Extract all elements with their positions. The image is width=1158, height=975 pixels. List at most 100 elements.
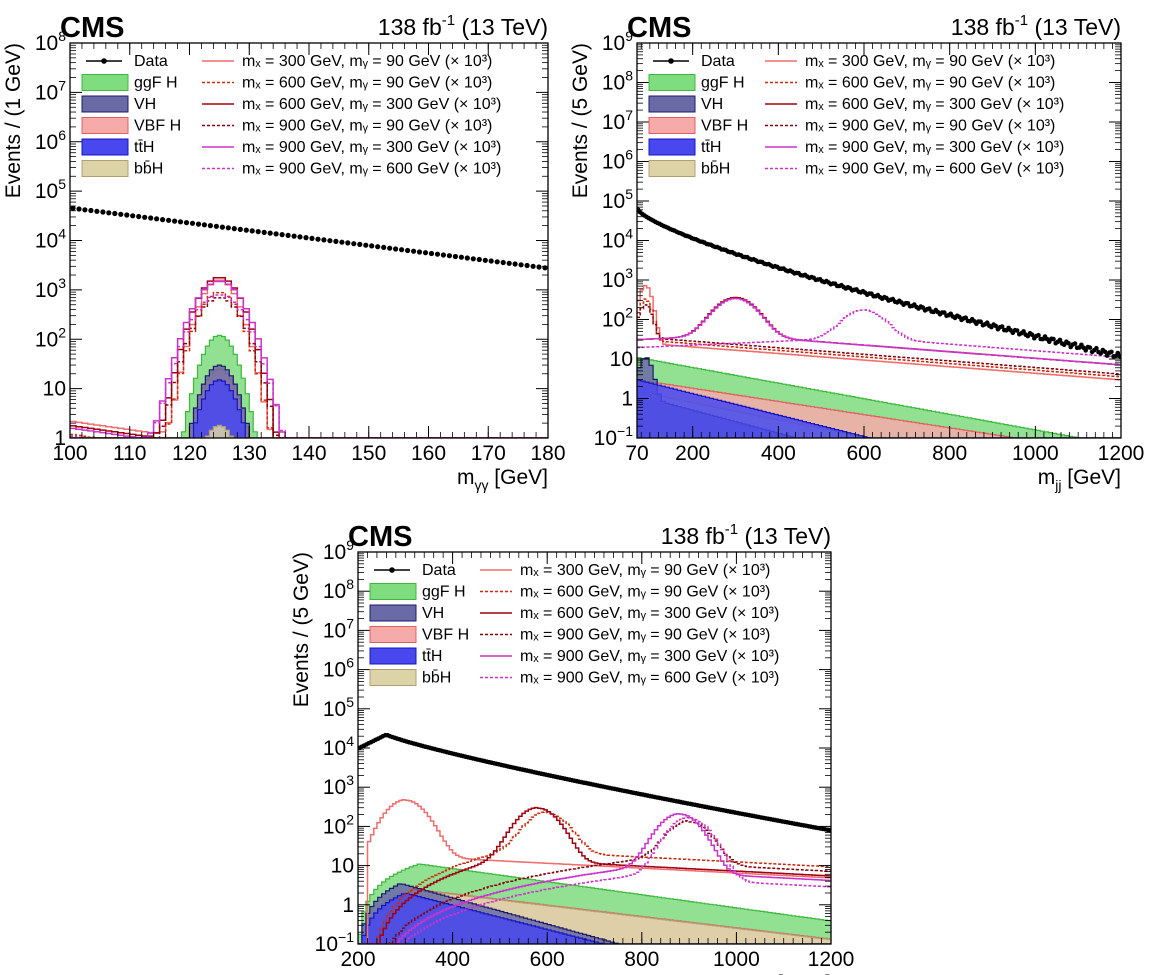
y-tick-base: 10 — [602, 309, 625, 332]
legend-signal-label: mₓ = 300 GeV, mᵧ = 90 GeV (× 10³) — [242, 53, 492, 70]
data-point — [118, 211, 124, 217]
bg-tth-area — [637, 380, 1121, 438]
x-tick-label: 1000 — [1012, 442, 1059, 465]
data-point — [207, 223, 213, 229]
legend-label: VBF H — [701, 118, 748, 135]
data-point — [1029, 332, 1035, 338]
x-tick-label: 150 — [351, 442, 386, 465]
legend-signal-label: mₓ = 600 GeV, mᵧ = 300 GeV (× 10³) — [805, 96, 1064, 113]
y-tick-label: 104 — [602, 226, 633, 253]
x-axis-label-sub: jj — [1054, 477, 1061, 493]
legend-signal-label: mₓ = 600 GeV, mᵧ = 90 GeV (× 10³) — [805, 75, 1055, 92]
data-point — [993, 323, 998, 329]
data-point — [237, 226, 243, 232]
bg-ggfh-area-edge — [637, 357, 1121, 438]
data-point — [177, 219, 184, 225]
legend-swatch — [81, 160, 129, 177]
data-point — [476, 256, 482, 263]
legend-label: VBF H — [422, 627, 469, 644]
data-point — [124, 212, 130, 218]
x-tick-label: 130 — [232, 442, 267, 465]
signal-mx900-my90 — [637, 304, 1121, 375]
legend-data-marker — [668, 58, 674, 64]
data-point — [100, 209, 106, 215]
data-point — [249, 228, 255, 234]
y-tick-base: 10 — [35, 131, 58, 154]
data-point — [369, 243, 375, 249]
y-tick-exponent: 2 — [58, 324, 66, 340]
legend-signal-label: mₓ = 600 GeV, mᵧ = 300 GeV (× 10³) — [242, 96, 501, 113]
y-tick-exponent: −1 — [617, 423, 633, 439]
legend-label: VH — [701, 96, 723, 113]
y-tick-label: 106 — [35, 127, 66, 154]
data-point — [213, 223, 219, 229]
x-tick-label: 140 — [291, 442, 326, 465]
data-point — [219, 224, 225, 230]
y-tick-base: 10 — [323, 580, 346, 603]
data-point — [1117, 353, 1121, 359]
data-point — [1098, 351, 1103, 356]
y-tick-label: 108 — [602, 68, 633, 95]
y-tick-exponent: 7 — [346, 615, 354, 631]
data-point — [148, 215, 154, 221]
data-point — [345, 240, 351, 246]
data-point — [518, 262, 524, 268]
data-points — [70, 205, 548, 271]
data-point — [201, 222, 207, 228]
data-point — [243, 227, 249, 233]
data-point — [393, 246, 399, 252]
data-point — [464, 255, 470, 261]
data-point — [112, 210, 118, 217]
data-point — [416, 249, 423, 255]
y-tick-base: 10 — [35, 230, 58, 253]
legend-swatch — [81, 117, 129, 134]
y-tick-base: 10 — [323, 541, 346, 564]
y-tick-label: 1 — [54, 427, 66, 450]
data-point — [1036, 332, 1041, 338]
y-tick-label: 10 — [331, 855, 354, 878]
data-point — [130, 213, 136, 219]
bg-ggfh-area — [70, 335, 548, 438]
data-point — [106, 210, 112, 216]
x-tick-label: 400 — [435, 948, 470, 971]
x-axis-label-main: m — [1038, 466, 1056, 489]
y-tick-base: 10 — [323, 698, 346, 721]
y-tick-base: 10 — [35, 32, 58, 55]
y-tick-base: 1 — [621, 388, 633, 411]
signal-mx900-my600 — [637, 309, 1121, 358]
y-tick-base: 10 — [323, 619, 346, 642]
legend: Data ggF H VH VBF H tt̄H bb̄H mₓ = 300 GeV, mᵧ… — [369, 562, 779, 687]
x-tick-label: 70 — [625, 442, 648, 465]
data-point — [536, 264, 542, 270]
y-axis-label: Events / (1 GeV) — [2, 43, 25, 198]
data-point — [494, 259, 500, 265]
data-point — [387, 245, 393, 251]
data-point — [309, 235, 315, 241]
x-tick-label: 800 — [932, 442, 967, 465]
luminosity-exponent: -1 — [442, 12, 455, 29]
y-tick-base: 10 — [323, 776, 346, 799]
y-tick-label: 104 — [323, 733, 354, 760]
data-point — [434, 251, 441, 257]
data-point — [1057, 337, 1063, 343]
y-tick-base: 10 — [594, 427, 617, 450]
data-point — [1021, 329, 1026, 334]
x-axis-label: mjj [GeV] — [1038, 466, 1121, 493]
legend-label: tt̄H — [701, 139, 721, 156]
data-point — [411, 248, 417, 254]
legend-swatch — [648, 74, 696, 91]
data-point — [488, 258, 494, 264]
data-point — [172, 218, 178, 224]
legend-signal-label: mₓ = 600 GeV, mᵧ = 90 GeV (× 10³) — [520, 584, 770, 601]
y-tick-exponent: 5 — [58, 176, 66, 192]
experiment-label: CMS — [627, 12, 691, 44]
x-axis-label-main: m — [734, 972, 752, 975]
legend-label: tt̄H — [422, 648, 442, 665]
data-point — [261, 229, 267, 235]
y-tick-label: 1 — [342, 894, 354, 917]
energy-label: (13 TeV) — [738, 523, 831, 549]
legend-label: bb̄H — [701, 160, 730, 177]
data-point — [333, 238, 339, 244]
